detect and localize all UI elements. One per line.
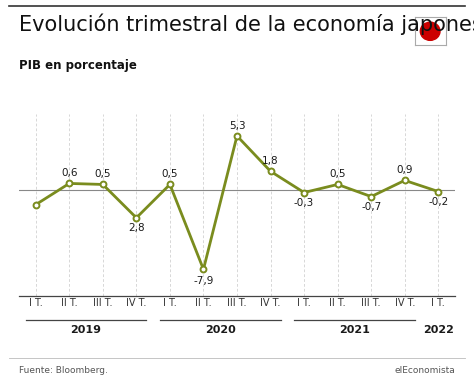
- Text: 0,5: 0,5: [329, 169, 346, 179]
- Point: [32, 202, 39, 208]
- Text: 2022: 2022: [423, 325, 454, 335]
- Circle shape: [420, 22, 440, 41]
- Text: 0,6: 0,6: [61, 168, 78, 179]
- Text: 1,8: 1,8: [262, 156, 279, 166]
- Text: -0,3: -0,3: [294, 197, 314, 208]
- Text: 0,5: 0,5: [95, 169, 111, 179]
- Text: Fuente: Bloomberg.: Fuente: Bloomberg.: [19, 366, 108, 375]
- Text: 2020: 2020: [205, 325, 236, 335]
- Point: [267, 168, 274, 174]
- Point: [401, 177, 409, 183]
- Point: [99, 182, 107, 188]
- Point: [301, 190, 308, 196]
- Text: 0,5: 0,5: [162, 169, 178, 179]
- Text: 0,9: 0,9: [396, 165, 413, 175]
- Text: Evolución trimestral de la economía japonesa: Evolución trimestral de la economía japo…: [19, 13, 474, 35]
- Text: -0,7: -0,7: [361, 202, 381, 211]
- Point: [435, 188, 442, 194]
- Text: PIB en porcentaje: PIB en porcentaje: [19, 59, 137, 72]
- Text: 2021: 2021: [339, 325, 370, 335]
- Point: [65, 180, 73, 186]
- Text: elEconomista: elEconomista: [394, 366, 455, 375]
- Text: 2,8: 2,8: [128, 223, 145, 233]
- Point: [367, 194, 375, 200]
- Point: [233, 133, 241, 139]
- Point: [334, 182, 341, 188]
- Point: [133, 215, 140, 221]
- Text: -0,2: -0,2: [428, 197, 448, 207]
- Text: 5,3: 5,3: [228, 121, 246, 131]
- Point: [166, 182, 173, 188]
- Point: [200, 266, 207, 273]
- Text: -7,9: -7,9: [193, 276, 214, 287]
- Text: 2019: 2019: [71, 325, 101, 335]
